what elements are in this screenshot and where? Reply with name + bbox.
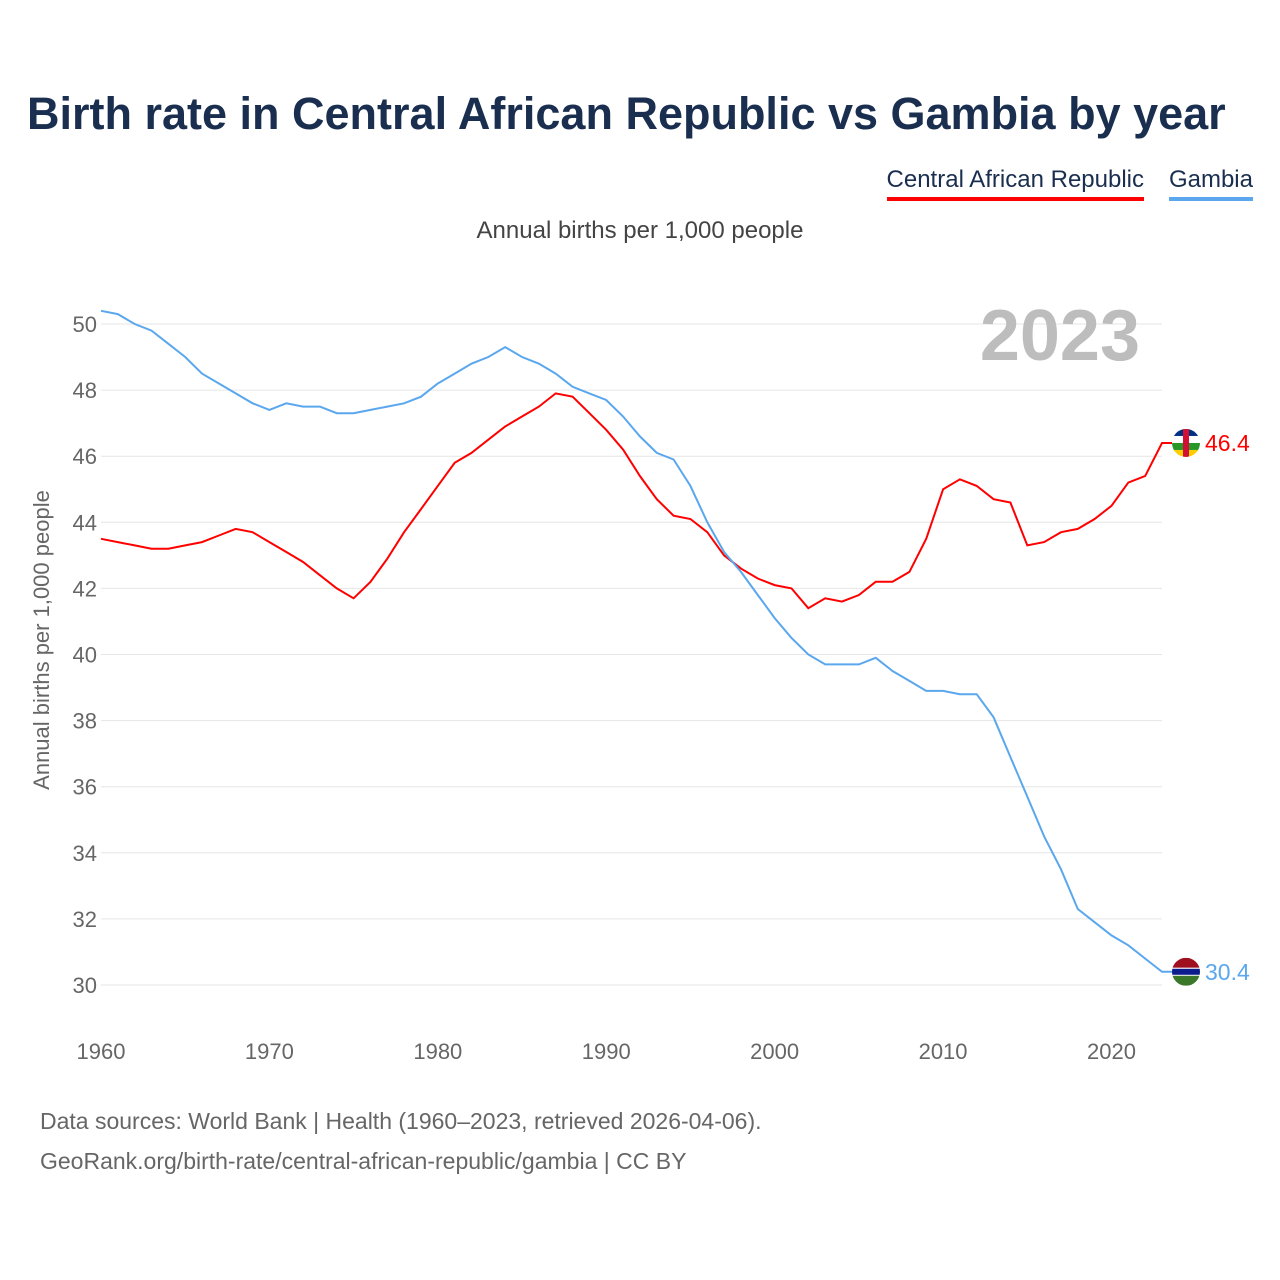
x-tick-label: 1960 bbox=[77, 1039, 126, 1064]
y-tick-label: 34 bbox=[73, 841, 97, 866]
legend-gambia[interactable]: Gambia bbox=[1168, 166, 1253, 201]
y-tick-label: 50 bbox=[73, 312, 97, 337]
x-tick-label: 1970 bbox=[245, 1039, 294, 1064]
y-tick-label: 46 bbox=[73, 444, 97, 469]
y-tick-label: 40 bbox=[73, 643, 97, 668]
chart-subtitle: Annual births per 1,000 people bbox=[476, 217, 804, 244]
end-value-label: 46.4 bbox=[1205, 430, 1250, 456]
year-label: 2023 bbox=[980, 296, 1140, 376]
gambia-flag-icon bbox=[1172, 957, 1200, 986]
y-tick-label: 42 bbox=[73, 576, 97, 601]
y-tick-label: 44 bbox=[73, 510, 97, 535]
chart-title: Birth rate in Central African Republic v… bbox=[27, 88, 1226, 139]
legend-central-african-republic[interactable]: Central African Republic bbox=[886, 166, 1144, 201]
x-tick-label: 2000 bbox=[750, 1039, 799, 1064]
y-tick-label: 48 bbox=[73, 378, 97, 403]
y-tick-label: 36 bbox=[73, 775, 97, 800]
y-tick-label: 32 bbox=[73, 907, 97, 932]
gridlines: 30 32 34 36 38 40 42 44 46 48 50 1960 1970 1980 1990 20… bbox=[73, 312, 1162, 1064]
series-line-0 bbox=[100, 392, 1172, 610]
footer-url[interactable]: GeoRank.org/birth-rate/central-african-r… bbox=[40, 1148, 687, 1174]
x-tick-label: 1980 bbox=[413, 1039, 462, 1064]
end-value-label: 30.4 bbox=[1205, 959, 1250, 985]
y-tick-label: 30 bbox=[73, 973, 97, 998]
x-tick-label: 1990 bbox=[582, 1039, 631, 1064]
x-tick-label: 2020 bbox=[1087, 1039, 1136, 1064]
x-tick-label: 2010 bbox=[919, 1039, 968, 1064]
y-tick-label: 38 bbox=[73, 709, 97, 734]
footer-sources: Data sources: World Bank | Health (1960–… bbox=[40, 1108, 762, 1134]
car-flag-icon bbox=[1172, 428, 1200, 457]
series-line-1 bbox=[100, 309, 1172, 973]
